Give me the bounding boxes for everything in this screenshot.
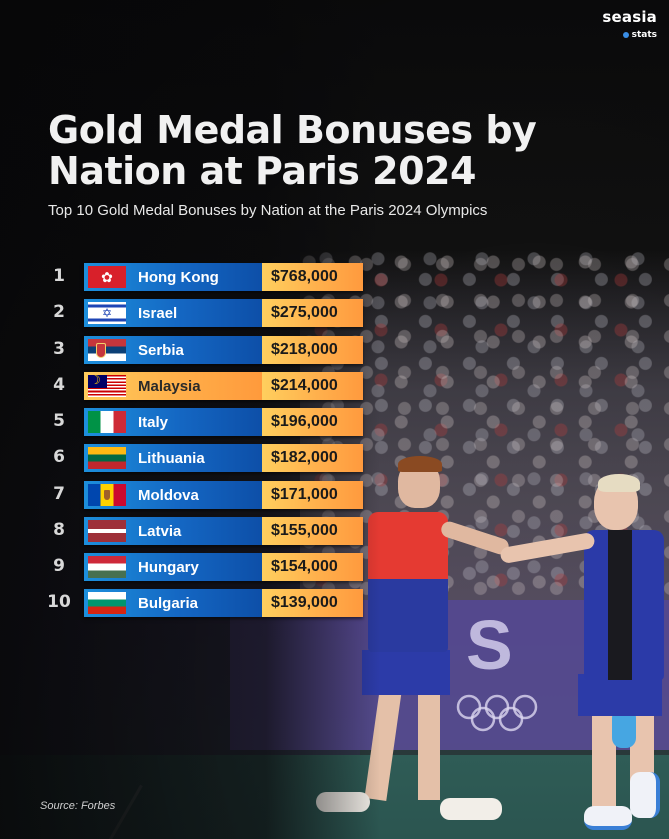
bonus-value: $768,000 xyxy=(262,263,363,291)
player-left-jersey xyxy=(368,512,448,652)
olympic-rings-icon xyxy=(456,694,538,732)
rank-number: 4 xyxy=(53,375,65,395)
player-left-shoe xyxy=(440,798,502,820)
bonus-value: $214,000 xyxy=(262,372,363,400)
player-left-hair xyxy=(398,456,442,472)
country-name: Hungary xyxy=(138,558,199,576)
table-row: 10 Bulgaria $139,000 xyxy=(0,589,380,617)
table-row: 9 Hungary $154,000 xyxy=(0,553,380,581)
player-right-jersey xyxy=(584,530,664,680)
country-name: Israel xyxy=(138,304,178,322)
rank-number: 8 xyxy=(53,520,65,540)
country-cell: Italy xyxy=(84,408,262,436)
country-cell: Moldova xyxy=(84,481,262,509)
country-name: Moldova xyxy=(138,486,199,504)
player-right-shorts xyxy=(578,674,662,716)
row-bar: Bulgaria $139,000 xyxy=(84,589,363,617)
country-cell: Hungary xyxy=(84,553,262,581)
row-bar: Hungary $154,000 xyxy=(84,553,363,581)
bonus-value: $218,000 xyxy=(262,336,363,364)
country-name: Bulgaria xyxy=(138,594,199,612)
brand-sub-label: stats xyxy=(631,29,657,40)
country-name: Serbia xyxy=(138,341,184,359)
title-line-2: Nation at Paris 2024 xyxy=(48,149,476,193)
hungary-flag-icon xyxy=(88,556,126,578)
country-name: Lithuania xyxy=(138,449,205,467)
player-right-hair xyxy=(598,474,640,492)
source-note: Source: Forbes xyxy=(40,800,116,812)
moldova-flag-icon xyxy=(88,484,126,506)
country-cell: Lithuania xyxy=(84,444,262,472)
bonus-value: $171,000 xyxy=(262,481,363,509)
table-row: 6 Lithuania $182,000 xyxy=(0,444,380,472)
table-row: 8 Latvia $155,000 xyxy=(0,517,380,545)
malaysia-flag-icon xyxy=(88,375,126,397)
rank-number: 1 xyxy=(53,266,65,286)
player-left-leg xyxy=(418,690,440,800)
table-row: 5 Italy $196,000 xyxy=(0,408,380,436)
rank-number: 5 xyxy=(53,411,65,431)
bonus-value: $182,000 xyxy=(262,444,363,472)
row-bar: Italy $196,000 xyxy=(84,408,363,436)
rank-number: 7 xyxy=(53,484,65,504)
player-right-shoe xyxy=(630,772,660,818)
row-bar: Latvia $155,000 xyxy=(84,517,363,545)
row-bar: Serbia $218,000 xyxy=(84,336,363,364)
hong-kong-flag-icon xyxy=(88,266,126,288)
page-title: Gold Medal Bonuses by Nation at Paris 20… xyxy=(48,108,537,193)
country-cell: Serbia xyxy=(84,336,262,364)
rank-number: 2 xyxy=(53,302,65,322)
country-name: Malaysia xyxy=(138,377,201,395)
country-name: Hong Kong xyxy=(138,268,219,286)
country-name: Latvia xyxy=(138,522,182,540)
player-right-shoe xyxy=(584,806,632,830)
brand-name: seasia xyxy=(602,8,657,26)
rank-number: 3 xyxy=(53,339,65,359)
bonus-value: $275,000 xyxy=(262,299,363,327)
latvia-flag-icon xyxy=(88,520,126,542)
country-cell: Hong Kong xyxy=(84,263,262,291)
board-letter: S xyxy=(466,605,513,685)
lithuania-flag-icon xyxy=(88,447,126,469)
bonus-value: $154,000 xyxy=(262,553,363,581)
rank-number: 9 xyxy=(53,556,65,576)
page-subtitle: Top 10 Gold Medal Bonuses by Nation at t… xyxy=(48,202,488,219)
brand-dot-icon xyxy=(622,32,629,38)
row-bar: Hong Kong $768,000 xyxy=(84,263,363,291)
table-row: 3 Serbia $218,000 xyxy=(0,336,380,364)
table-row: 2 Israel $275,000 xyxy=(0,299,380,327)
row-bar: Israel $275,000 xyxy=(84,299,363,327)
country-cell: Malaysia xyxy=(84,372,262,400)
country-name: Italy xyxy=(138,413,169,431)
table-row: 7 Moldova $171,000 xyxy=(0,481,380,509)
row-bar: Malaysia $214,000 xyxy=(84,372,363,400)
brand-logo: seasia stats xyxy=(602,10,657,43)
brand-sub: stats xyxy=(622,29,657,41)
row-bar: Moldova $171,000 xyxy=(84,481,363,509)
serbia-flag-icon xyxy=(88,339,126,361)
country-cell: Latvia xyxy=(84,517,262,545)
bonus-value: $196,000 xyxy=(262,408,363,436)
rank-number: 6 xyxy=(53,447,65,467)
table-row: 4 Malaysia $214,000 xyxy=(0,372,380,400)
row-bar: Lithuania $182,000 xyxy=(84,444,363,472)
bulgaria-flag-icon xyxy=(88,592,126,614)
bonus-value: $155,000 xyxy=(262,517,363,545)
rank-number: 10 xyxy=(47,592,71,612)
israel-flag-icon xyxy=(88,302,126,324)
title-line-1: Gold Medal Bonuses by xyxy=(48,108,537,152)
country-cell: Bulgaria xyxy=(84,589,262,617)
bonus-value: $139,000 xyxy=(262,589,363,617)
country-cell: Israel xyxy=(84,299,262,327)
italy-flag-icon xyxy=(88,411,126,433)
table-row: 1 Hong Kong $768,000 xyxy=(0,263,380,291)
